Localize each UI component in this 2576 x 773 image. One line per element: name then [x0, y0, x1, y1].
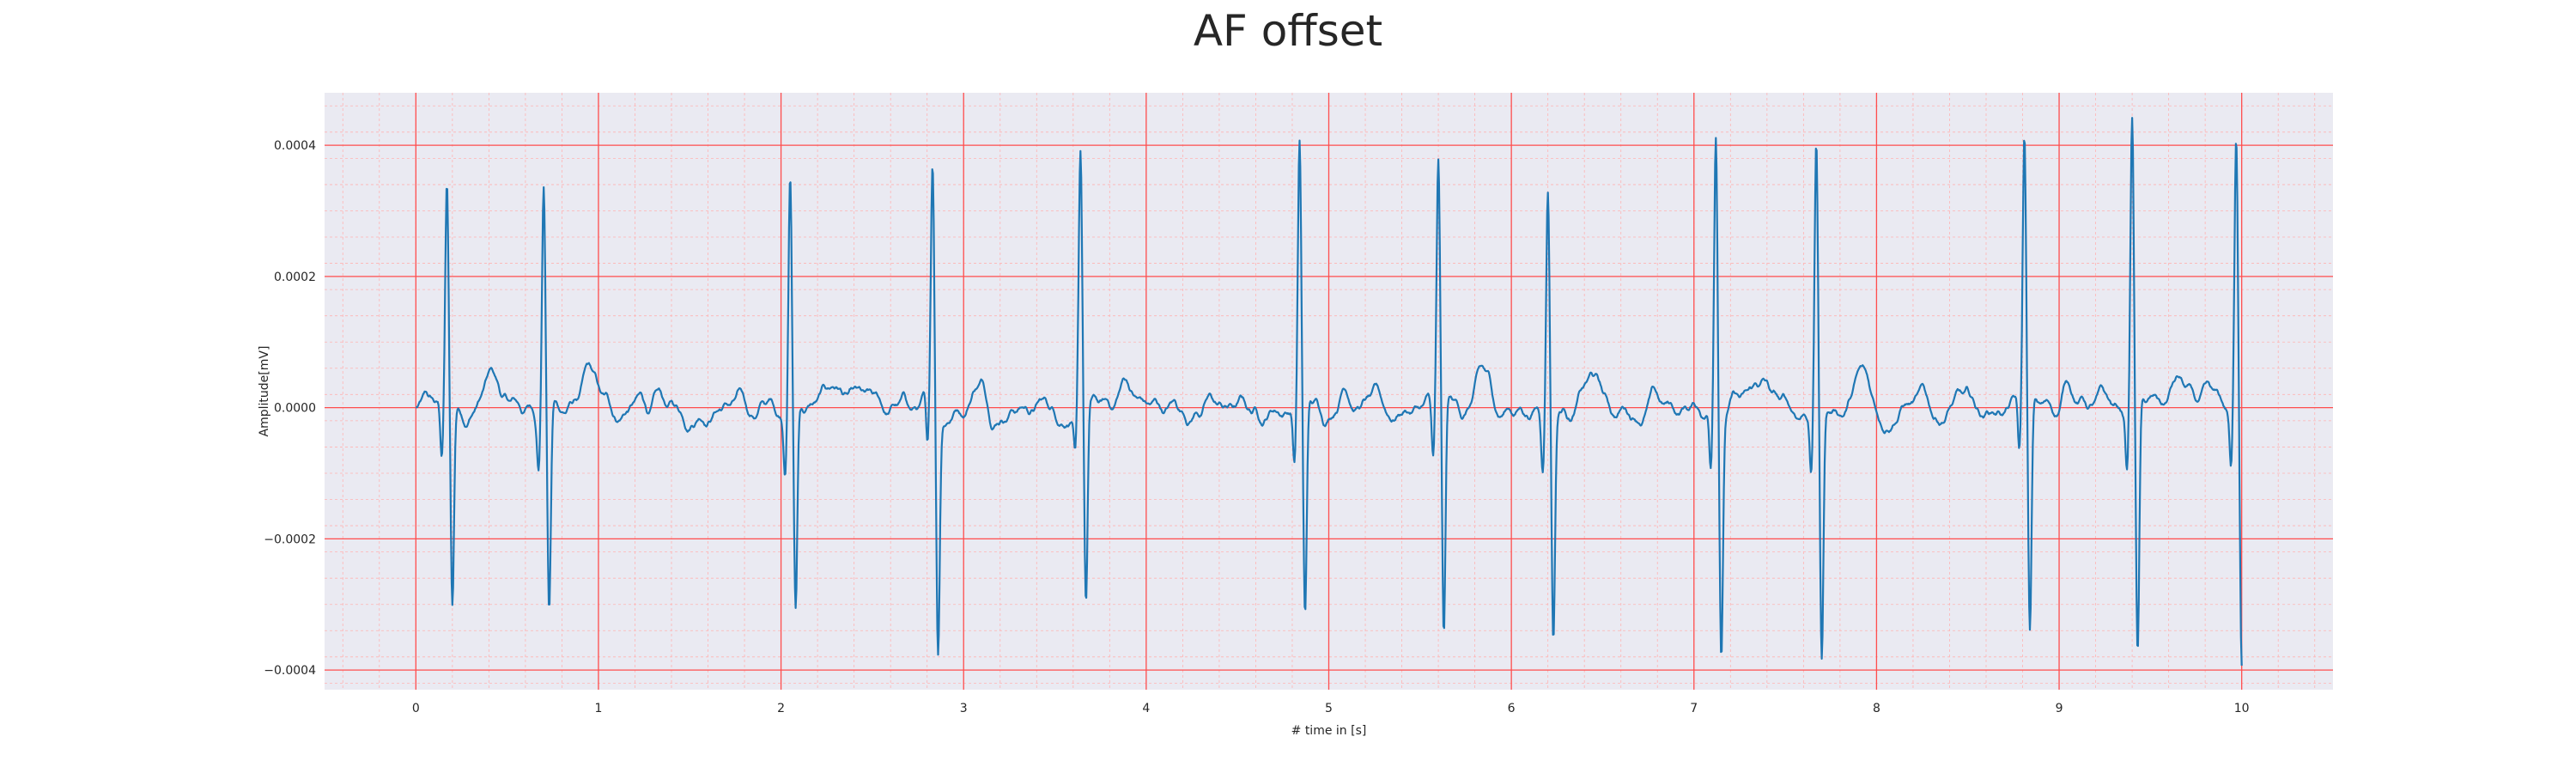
x-axis-label: # time in [s] — [1291, 724, 1367, 738]
x-tick-label: 4 — [1142, 702, 1150, 715]
chart-title: AF offset — [1193, 6, 1383, 56]
y-tick-label: 0.0002 — [274, 271, 316, 284]
x-tick-label: 6 — [1508, 702, 1516, 715]
y-axis-ticks: −0.0004 −0.0002 0.0000 0.0002 0.0004 — [264, 139, 316, 678]
y-tick-label: −0.0002 — [264, 533, 316, 546]
x-tick-label: 2 — [777, 702, 785, 715]
x-axis-ticks: 0 1 2 3 4 5 6 7 8 9 10 — [412, 702, 2250, 715]
x-tick-label: 3 — [960, 702, 968, 715]
x-tick-label: 10 — [2234, 702, 2250, 715]
y-tick-label: 0.0000 — [274, 402, 316, 416]
x-tick-label: 8 — [1873, 702, 1880, 715]
y-axis-label: Amplitude[mV] — [258, 346, 271, 437]
x-tick-label: 0 — [412, 702, 420, 715]
major-grid — [325, 93, 2333, 690]
y-tick-label: −0.0004 — [264, 664, 316, 678]
x-tick-label: 1 — [594, 702, 602, 715]
ecg-series-line — [416, 117, 2243, 666]
x-tick-label: 5 — [1325, 702, 1333, 715]
y-tick-label: 0.0004 — [274, 139, 316, 153]
x-tick-label: 7 — [1690, 702, 1698, 715]
x-tick-label: 9 — [2056, 702, 2063, 715]
